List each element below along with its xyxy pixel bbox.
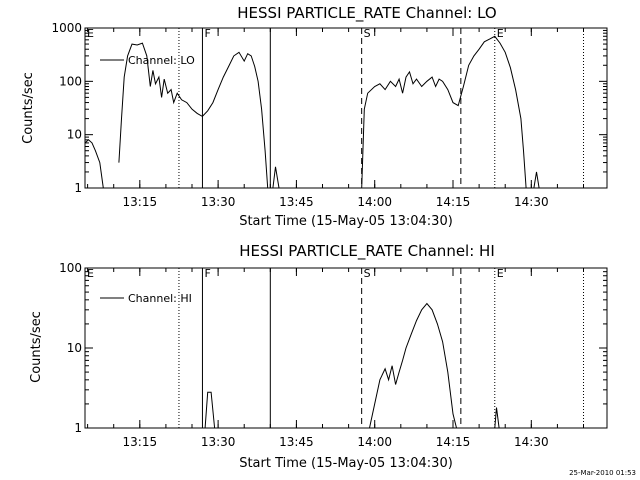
legend-label-lo: Channel: LO (128, 54, 195, 67)
marker-label-lo: E (497, 27, 504, 40)
marker-label-hi: E (87, 267, 94, 280)
marker-label-hi: F (204, 267, 210, 280)
y-tick-label-hi: 1 (74, 421, 82, 435)
series-line-lo (533, 171, 540, 189)
legend-label-hi: Channel: HI (128, 292, 192, 305)
y-tick-label-lo: 10 (67, 128, 82, 142)
x-tick-label-hi: 13:15 (123, 435, 158, 449)
y-tick-label-lo: 100 (59, 74, 82, 88)
x-tick-label-lo: 14:00 (357, 195, 392, 209)
y-axis-label-lo: Counts/sec (21, 72, 36, 144)
panel-hi: HESSI PARTICLE_RATE Channel: HI Counts/s… (29, 242, 608, 471)
footer-timestamp: 25-Mar-2010 01:53 (569, 469, 636, 477)
x-tick-label-lo: 14:15 (436, 195, 471, 209)
x-tick-label-hi: 13:45 (279, 435, 314, 449)
x-tick-label-hi: 14:30 (514, 435, 549, 449)
marker-label-hi: S (364, 267, 371, 280)
series-line-hi (204, 391, 216, 429)
y-tick-label-lo: 1 (74, 181, 82, 195)
x-tick-label-hi: 14:00 (357, 435, 392, 449)
x-axis-label-hi: Start Time (15-May-05 13:04:30) (239, 456, 453, 471)
marker-label-hi: E (497, 267, 504, 280)
y-tick-label-hi: 100 (59, 261, 82, 275)
marker-label-lo: S (364, 27, 371, 40)
chart-title-lo: HESSI PARTICLE_RATE Channel: LO (237, 4, 496, 23)
plot-frame-lo (84, 27, 608, 189)
y-tick-label-hi: 10 (67, 341, 82, 355)
chart-title-hi: HESSI PARTICLE_RATE Channel: HI (239, 242, 495, 261)
x-tick-label-lo: 14:30 (514, 195, 549, 209)
y-axis-label-hi: Counts/sec (29, 311, 44, 383)
marker-label-lo: F (204, 27, 210, 40)
marker-label-lo: E (87, 27, 94, 40)
series-line-lo (84, 139, 104, 189)
x-tick-label-hi: 14:15 (436, 435, 471, 449)
x-tick-label-hi: 13:30 (201, 435, 236, 449)
panel-lo: HESSI PARTICLE_RATE Channel: LO Counts/s… (21, 4, 608, 229)
series-line-lo (361, 35, 527, 189)
series-line-lo (272, 166, 280, 189)
x-axis-label-lo: Start Time (15-May-05 13:04:30) (239, 214, 453, 229)
y-tick-label-lo: 1000 (51, 21, 82, 35)
x-tick-label-lo: 13:45 (279, 195, 314, 209)
x-tick-label-lo: 13:15 (123, 195, 158, 209)
series-line-lo (118, 42, 269, 189)
x-tick-label-lo: 13:30 (201, 195, 236, 209)
series-line-hi (369, 302, 457, 429)
series-line-hi (494, 407, 500, 429)
